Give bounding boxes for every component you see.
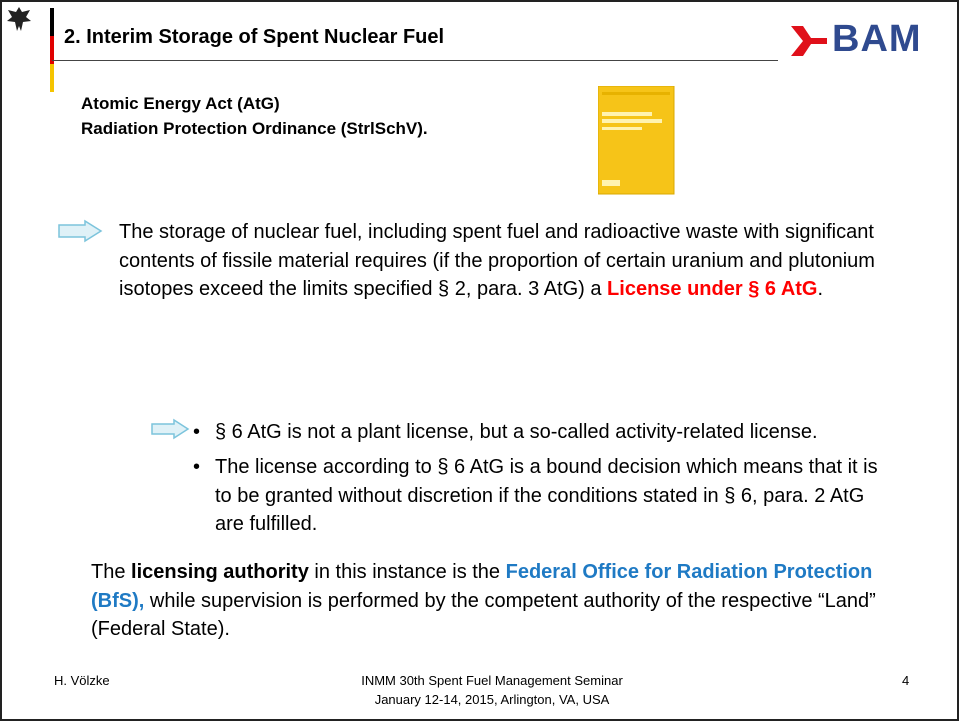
- logo-text: BAM: [832, 18, 922, 61]
- footer-event: INMM 30th Spent Fuel Management Seminar: [292, 673, 692, 688]
- title: 2. Interim Storage of Spent Nuclear Fuel: [64, 26, 444, 49]
- subtitle: Radiation Protection Ordinance (StrlSchV…: [81, 119, 428, 139]
- slide: 2. Interim Storage of Spent Nuclear Fuel…: [0, 0, 959, 721]
- closing-text: while supervision is performed by the co…: [91, 590, 876, 641]
- footer-event: January 12-14, 2015, Arlington, VA, USA: [292, 692, 692, 707]
- title-rule: [52, 60, 778, 61]
- bullet: § 6 AtG is not a plant license, but a so…: [215, 418, 955, 447]
- paragraph-highlight: License under § 6 AtG: [607, 278, 817, 300]
- closing-bold: licensing authority: [131, 561, 309, 583]
- footer-author: H. Völzke: [54, 673, 110, 688]
- bullet: The license according to § 6 AtG is a bo…: [215, 453, 895, 539]
- bullet-dot: •: [193, 453, 200, 482]
- logo-mark: [787, 22, 829, 60]
- book-cover: [598, 86, 676, 196]
- flag-gold: [50, 64, 54, 92]
- arrow-icon: [150, 418, 190, 440]
- flag-black: [50, 8, 54, 36]
- paragraph: The storage of nuclear fuel, including s…: [119, 218, 949, 304]
- closing-text: The: [91, 561, 131, 583]
- arrow-icon: [57, 219, 103, 243]
- closing-text: in this instance is the: [309, 561, 506, 583]
- page-number: 4: [902, 673, 909, 688]
- bullet-dot: •: [193, 418, 200, 447]
- closing-paragraph: The licensing authority in this instance…: [91, 558, 921, 644]
- subtitle: Atomic Energy Act (AtG): [81, 94, 280, 114]
- paragraph-end: .: [817, 278, 823, 300]
- eagle-icon: [4, 4, 34, 34]
